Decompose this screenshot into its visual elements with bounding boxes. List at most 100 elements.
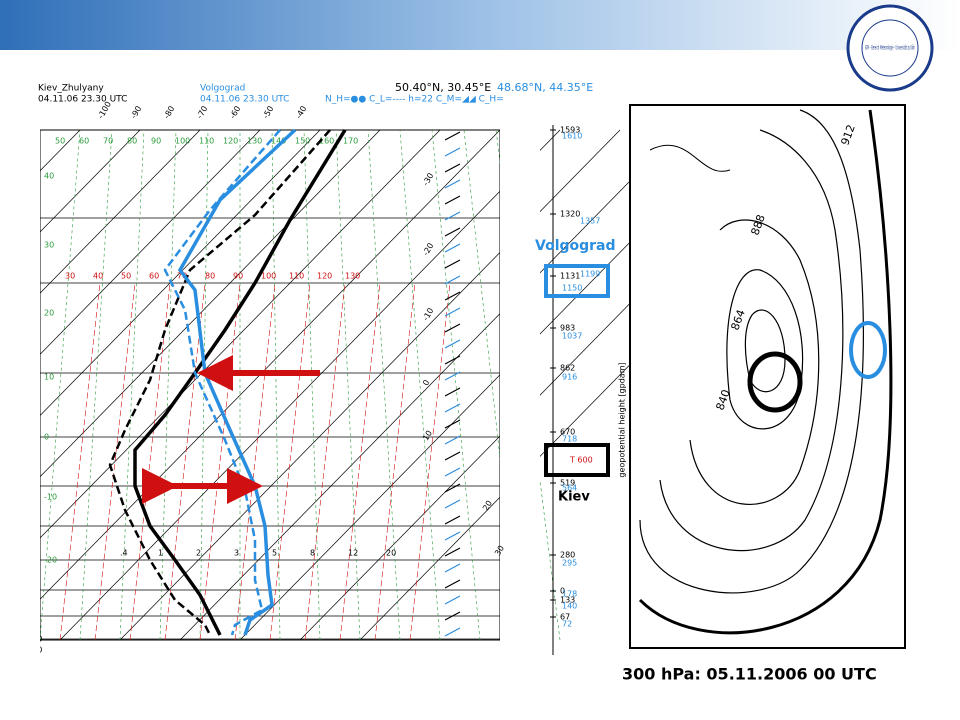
wind-barb <box>444 179 461 189</box>
mixing-label: 20 <box>386 549 396 558</box>
isotherm <box>0 129 441 580</box>
geo-black: 670 <box>560 428 575 437</box>
red-label: 60 <box>149 272 159 281</box>
wind-barb <box>444 371 461 381</box>
red-label: 90 <box>233 272 243 281</box>
green-label: 140 <box>271 137 286 146</box>
red-label: 120 <box>317 272 332 281</box>
isotherm-label: -70 <box>195 104 209 120</box>
geo-blue: 1150 <box>562 284 582 293</box>
red-label: 80 <box>205 272 215 281</box>
wind-barb <box>444 259 461 269</box>
kiev-temp <box>133 129 347 636</box>
wind-label: -10 <box>421 306 435 322</box>
mixing-label: 12 <box>348 549 358 558</box>
isotherm-label: -60 <box>228 104 242 120</box>
left-label: 0 <box>44 433 49 442</box>
station-text: 50.40°N, 30.45°E <box>395 81 491 94</box>
moist-adiabat <box>234 282 276 641</box>
red-label: 50 <box>121 272 131 281</box>
wind-barb <box>444 403 461 413</box>
moist-adiabat <box>409 282 451 641</box>
isotherm <box>119 129 621 641</box>
mask <box>0 105 40 665</box>
red-label: 70 <box>177 272 187 281</box>
left-label: 30 <box>44 241 54 250</box>
wind-barb <box>444 243 461 253</box>
wind-barb <box>444 275 461 285</box>
wind-barb <box>444 339 461 349</box>
moist-adiabat <box>304 282 346 641</box>
wind-barb <box>444 211 461 221</box>
green-label: 80 <box>127 137 137 146</box>
green-label: 170 <box>343 137 358 146</box>
green-label: 100 <box>175 137 190 146</box>
geo-blue: 295 <box>562 559 577 568</box>
geo-black: 67 <box>560 613 570 622</box>
wind-barb <box>444 627 461 637</box>
logo-text: IGM – Bereich Meteorologie · Universität… <box>865 45 915 52</box>
geo-blue: 1610 <box>562 132 582 141</box>
wind-barb <box>444 563 461 573</box>
moist-adiabat <box>269 282 311 641</box>
geo-blue: 1357 <box>580 217 600 226</box>
geo-blue: 564 <box>562 484 577 493</box>
geo-black: 1320 <box>560 210 580 219</box>
green-label: 70 <box>103 137 113 146</box>
wind-barb <box>444 579 461 589</box>
wind-barb <box>444 323 461 333</box>
wind-barb <box>444 131 461 141</box>
geo-black: 1131 <box>560 272 580 281</box>
geo-black: 862 <box>560 364 575 373</box>
geo-blue: 1037 <box>562 332 582 341</box>
moist-adiabat <box>199 282 241 641</box>
dry-adiabat <box>199 129 209 641</box>
isotherm-label: -80 <box>162 104 176 120</box>
geo-blue: 1199 <box>580 270 600 279</box>
moist-adiabat <box>374 282 416 641</box>
wind-barb <box>444 355 461 365</box>
left-label: 40 <box>44 172 54 181</box>
frame <box>39 129 501 641</box>
mixing-label: 8 <box>310 549 315 558</box>
left-label: 20 <box>44 309 54 318</box>
geo-blue: 72 <box>562 620 572 629</box>
green-label: 150 <box>295 137 310 146</box>
isotherm-label: -50 <box>261 104 275 120</box>
isotherm <box>59 129 561 641</box>
station-text: Kiev_Zhulyany <box>38 84 104 94</box>
volgo-temp <box>177 128 297 636</box>
station-text: 04.11.06 23.30 UTC <box>200 95 289 105</box>
mixing-label: 2 <box>196 549 201 558</box>
isotherm <box>0 129 201 335</box>
wind-label: -20 <box>421 241 435 257</box>
isotherm-label: -40 <box>294 104 308 120</box>
green-label: 120 <box>223 137 238 146</box>
map-contours <box>638 109 893 635</box>
dry-adiabat <box>159 129 177 641</box>
volgograd-label: Volgograd <box>535 238 616 254</box>
moist-adiabat <box>339 282 381 641</box>
header-banner <box>0 0 960 50</box>
wind-barb <box>444 227 461 237</box>
green-label: 110 <box>199 137 214 146</box>
wind-barb <box>444 483 461 493</box>
volgograd-box <box>544 264 610 298</box>
station-text: Volgograd <box>200 84 245 94</box>
geo-black: 983 <box>560 324 575 333</box>
green-label: 130 <box>247 137 262 146</box>
isotherm <box>0 129 381 519</box>
dry-adiabat <box>431 129 481 641</box>
kiev-dew <box>108 129 331 636</box>
wind-label: 30 <box>493 544 506 557</box>
geo-black: 280 <box>560 551 575 560</box>
mixing-label: 5 <box>272 549 277 558</box>
dry-adiabat <box>271 129 281 641</box>
dry-adiabat <box>335 129 361 641</box>
wind-barb <box>444 547 461 557</box>
dry-adiabat <box>119 129 145 641</box>
wind-barb <box>444 451 461 461</box>
wind-label: -30 <box>421 171 435 187</box>
